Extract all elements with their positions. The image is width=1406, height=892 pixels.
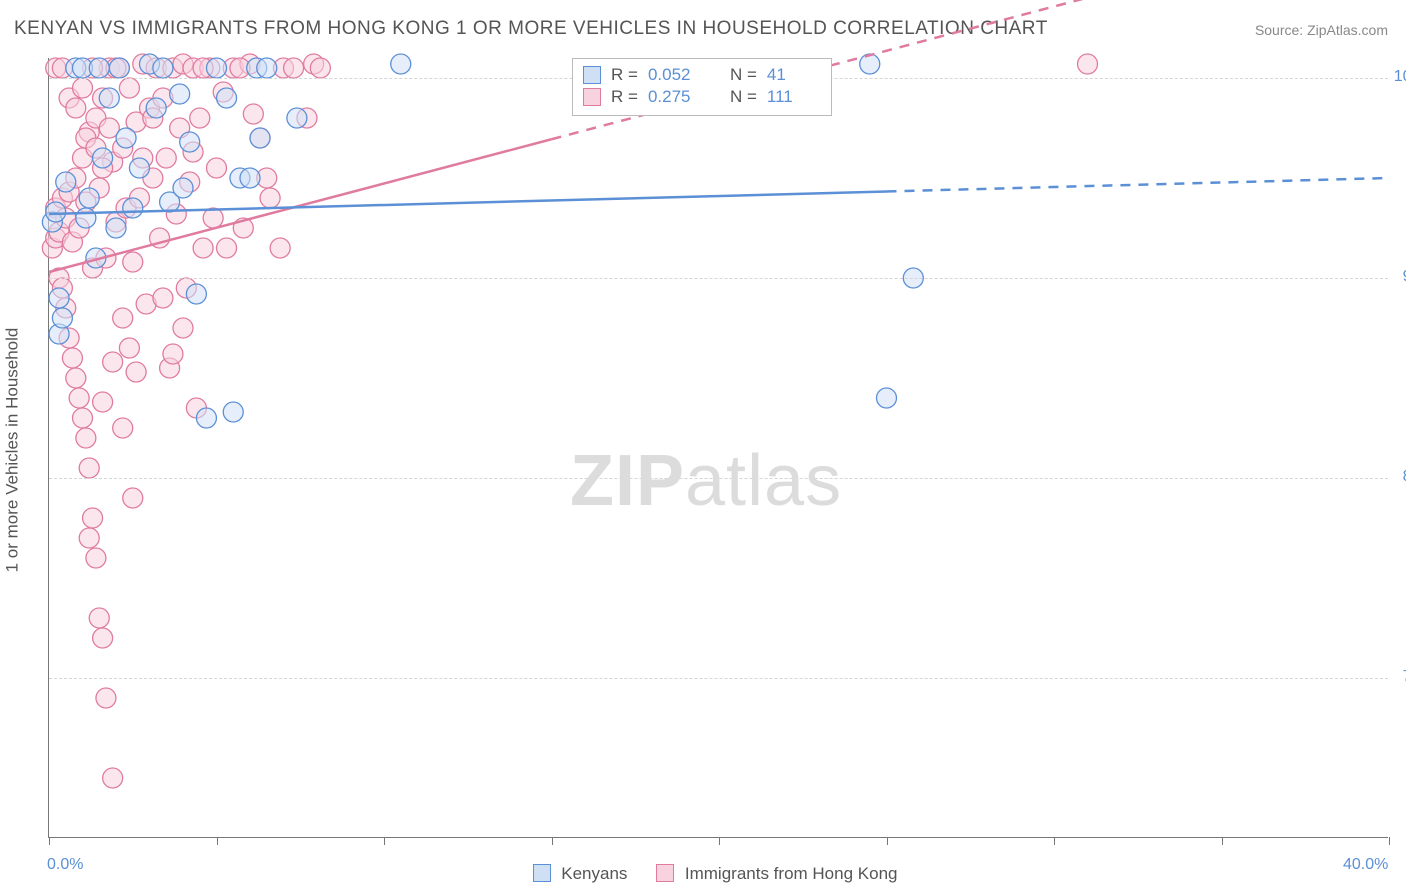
data-point xyxy=(66,98,86,118)
data-point xyxy=(260,188,280,208)
data-point xyxy=(79,188,99,208)
data-point xyxy=(170,84,190,104)
data-point xyxy=(180,132,200,152)
data-point xyxy=(173,178,193,198)
data-point xyxy=(243,104,263,124)
data-point xyxy=(123,488,143,508)
data-point xyxy=(207,58,227,78)
swatch-b xyxy=(583,88,601,106)
data-point xyxy=(93,628,113,648)
data-point xyxy=(146,98,166,118)
data-point xyxy=(119,338,139,358)
data-point xyxy=(99,88,119,108)
data-point xyxy=(196,408,216,428)
y-tick-label: 80.0% xyxy=(1403,468,1406,486)
data-point xyxy=(103,768,123,788)
correlation-box: R = 0.052 N = 41 R = 0.275 N = 111 xyxy=(572,58,832,116)
data-point xyxy=(129,158,149,178)
data-point xyxy=(153,58,173,78)
data-point xyxy=(79,528,99,548)
data-point xyxy=(89,608,109,628)
data-point xyxy=(217,238,237,258)
data-point xyxy=(52,308,72,328)
data-point xyxy=(193,238,213,258)
data-point xyxy=(93,148,113,168)
data-point xyxy=(109,58,129,78)
data-point xyxy=(270,238,290,258)
data-point xyxy=(46,202,66,222)
data-point xyxy=(119,78,139,98)
data-point xyxy=(103,352,123,372)
legend-label-a: Kenyans xyxy=(561,864,627,883)
y-axis-label-wrap: 1 or more Vehicles in Household xyxy=(0,430,32,470)
data-point xyxy=(62,348,82,368)
x-legend: Kenyans Immigrants from Hong Kong xyxy=(0,864,1406,884)
data-point xyxy=(190,108,210,128)
y-tick-label: 90.0% xyxy=(1403,268,1406,286)
plot-area: 70.0%80.0%90.0%100.0%0.0%40.0% xyxy=(48,58,1388,838)
data-point xyxy=(123,252,143,272)
trend-line-extrap xyxy=(887,178,1390,192)
data-point xyxy=(217,88,237,108)
n-label: N = xyxy=(730,65,757,85)
data-point xyxy=(860,54,880,74)
corr-row-b: R = 0.275 N = 111 xyxy=(583,87,817,107)
data-point xyxy=(287,108,307,128)
data-point xyxy=(173,318,193,338)
n-label: N = xyxy=(730,87,757,107)
data-point xyxy=(250,128,270,148)
source-label: Source: ZipAtlas.com xyxy=(1255,22,1388,38)
chart-title: KENYAN VS IMMIGRANTS FROM HONG KONG 1 OR… xyxy=(14,18,1048,40)
data-point xyxy=(106,218,126,238)
data-point xyxy=(73,408,93,428)
data-point xyxy=(93,392,113,412)
data-point xyxy=(89,58,109,78)
legend-swatch-b xyxy=(656,864,674,882)
data-point xyxy=(163,344,183,364)
swatch-a xyxy=(583,66,601,84)
data-point xyxy=(284,58,304,78)
data-point xyxy=(123,198,143,218)
data-point xyxy=(86,548,106,568)
data-point xyxy=(126,362,146,382)
r-value-a: 0.052 xyxy=(648,65,698,85)
data-point xyxy=(56,172,76,192)
data-point xyxy=(877,388,897,408)
data-point xyxy=(391,54,411,74)
data-point xyxy=(116,128,136,148)
y-tick-label: 70.0% xyxy=(1403,668,1406,686)
y-tick-label: 100.0% xyxy=(1394,68,1406,86)
data-point xyxy=(186,284,206,304)
y-axis-label: 1 or more Vehicles in Household xyxy=(2,328,22,573)
n-value-b: 111 xyxy=(767,87,817,107)
r-value-b: 0.275 xyxy=(648,87,698,107)
data-point xyxy=(207,158,227,178)
data-point xyxy=(1078,54,1098,74)
data-point xyxy=(240,168,260,188)
data-point xyxy=(113,418,133,438)
data-point xyxy=(76,428,96,448)
legend-swatch-a xyxy=(533,864,551,882)
data-point xyxy=(66,368,86,388)
data-point xyxy=(96,688,116,708)
n-value-a: 41 xyxy=(767,65,817,85)
data-point xyxy=(83,508,103,528)
legend-label-b: Immigrants from Hong Kong xyxy=(685,864,898,883)
data-point xyxy=(153,288,173,308)
r-label: R = xyxy=(611,65,638,85)
data-point xyxy=(223,402,243,422)
data-point xyxy=(257,58,277,78)
data-point xyxy=(156,148,176,168)
data-point xyxy=(73,78,93,98)
data-point xyxy=(113,308,133,328)
chart-svg xyxy=(49,58,1389,838)
corr-row-a: R = 0.052 N = 41 xyxy=(583,65,817,85)
data-point xyxy=(79,458,99,478)
data-point xyxy=(49,288,69,308)
data-point xyxy=(76,208,96,228)
r-label: R = xyxy=(611,87,638,107)
data-point xyxy=(69,388,89,408)
data-point xyxy=(310,58,330,78)
